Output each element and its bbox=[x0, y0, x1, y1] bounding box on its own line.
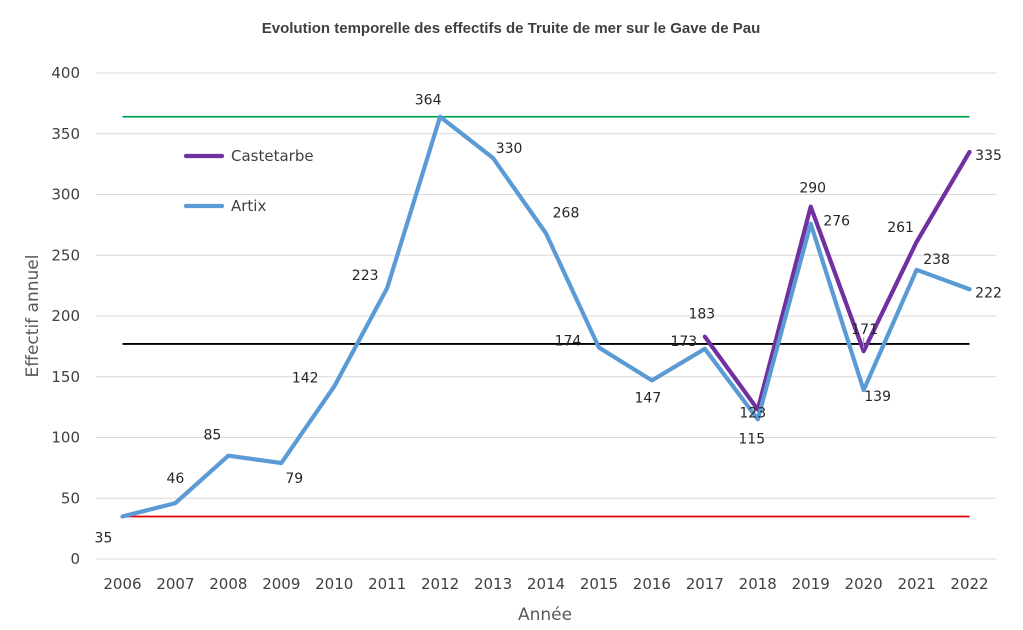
data-label-2010-142: 142 bbox=[292, 370, 319, 386]
reference-lines bbox=[122, 115, 970, 518]
y-axis-ticks: 0 50 100 150 200 250 300 350 400 bbox=[51, 64, 80, 568]
series-lines bbox=[120, 114, 972, 519]
x-tick-label-2009: 2009 bbox=[262, 575, 300, 593]
x-tick-label-2006: 2006 bbox=[103, 575, 141, 593]
data-label-2007-46: 46 bbox=[166, 471, 184, 487]
data-label-2019-290: 290 bbox=[799, 181, 826, 197]
x-tick-label-2010: 2010 bbox=[315, 575, 353, 593]
legend-label-castetarbe: Castetarbe bbox=[231, 147, 314, 165]
x-tick-label-2021: 2021 bbox=[897, 575, 935, 593]
x-tick-label-2022: 2022 bbox=[950, 575, 988, 593]
x-tick-label-2014: 2014 bbox=[527, 575, 565, 593]
y-tick-label-300: 300 bbox=[51, 186, 80, 204]
data-label-2014-268: 268 bbox=[553, 205, 580, 221]
x-tick-label-2007: 2007 bbox=[156, 575, 194, 593]
data-label-2013-330: 330 bbox=[496, 141, 523, 157]
data-label-2006-35: 35 bbox=[95, 530, 113, 546]
data-label-2021-261: 261 bbox=[887, 220, 914, 236]
data-label-2020-139: 139 bbox=[864, 389, 891, 405]
y-tick-label-50: 50 bbox=[61, 489, 80, 507]
x-tick-label-2008: 2008 bbox=[209, 575, 247, 593]
x-tick-label-2011: 2011 bbox=[368, 575, 406, 593]
data-label-2015-174: 174 bbox=[555, 334, 582, 350]
data-label-2017-183: 183 bbox=[688, 307, 715, 323]
y-tick-label-150: 150 bbox=[51, 368, 80, 386]
x-axis-title: Année bbox=[518, 605, 572, 625]
data-label-2017-173: 173 bbox=[670, 334, 697, 350]
series-line-castetarbe bbox=[702, 149, 972, 412]
y-tick-label-200: 200 bbox=[51, 307, 80, 325]
x-axis-ticks: 2006 2007 2008 2009 2010 2011 2012 2013 2014 2015… bbox=[103, 575, 988, 593]
data-label-2009-79: 79 bbox=[285, 471, 303, 487]
data-label-2022-222: 222 bbox=[975, 285, 1002, 301]
data-label-2020-171: 171 bbox=[851, 322, 878, 338]
x-tick-label-2018: 2018 bbox=[739, 575, 777, 593]
y-tick-label-400: 400 bbox=[51, 64, 80, 82]
legend-label-artix: Artix bbox=[231, 197, 266, 215]
chart-title: Evolution temporelle des effectifs de Tr… bbox=[262, 20, 761, 37]
data-label-2012-364: 364 bbox=[415, 93, 442, 109]
y-tick-label-250: 250 bbox=[51, 246, 80, 264]
x-tick-label-2015: 2015 bbox=[580, 575, 618, 593]
y-tick-label-100: 100 bbox=[51, 429, 80, 447]
y-tick-label-0: 0 bbox=[70, 550, 80, 568]
data-label-2011-223: 223 bbox=[352, 268, 379, 284]
x-tick-label-2012: 2012 bbox=[421, 575, 459, 593]
data-label-2008-85: 85 bbox=[203, 428, 221, 444]
series-line-artix bbox=[120, 114, 972, 519]
legend: Castetarbe Artix bbox=[183, 147, 314, 215]
gridlines bbox=[96, 72, 996, 560]
y-tick-label-350: 350 bbox=[51, 125, 80, 143]
data-label-2018-123: 123 bbox=[739, 406, 766, 422]
data-label-2019-276: 276 bbox=[823, 214, 850, 230]
x-tick-label-2020: 2020 bbox=[845, 575, 883, 593]
x-tick-label-2019: 2019 bbox=[792, 575, 830, 593]
data-label-2016-147: 147 bbox=[635, 390, 662, 406]
data-labels: 35 46 85 79 142 223 364 330 268 174 147 173 183 123 11… bbox=[95, 93, 1002, 547]
data-label-2022-335: 335 bbox=[975, 148, 1002, 164]
data-label-2021-238: 238 bbox=[923, 252, 950, 268]
x-tick-label-2016: 2016 bbox=[633, 575, 671, 593]
data-label-2018-115: 115 bbox=[738, 431, 765, 447]
y-axis-title: Effectif annuel bbox=[23, 255, 43, 378]
x-tick-label-2013: 2013 bbox=[474, 575, 512, 593]
x-tick-label-2017: 2017 bbox=[686, 575, 724, 593]
